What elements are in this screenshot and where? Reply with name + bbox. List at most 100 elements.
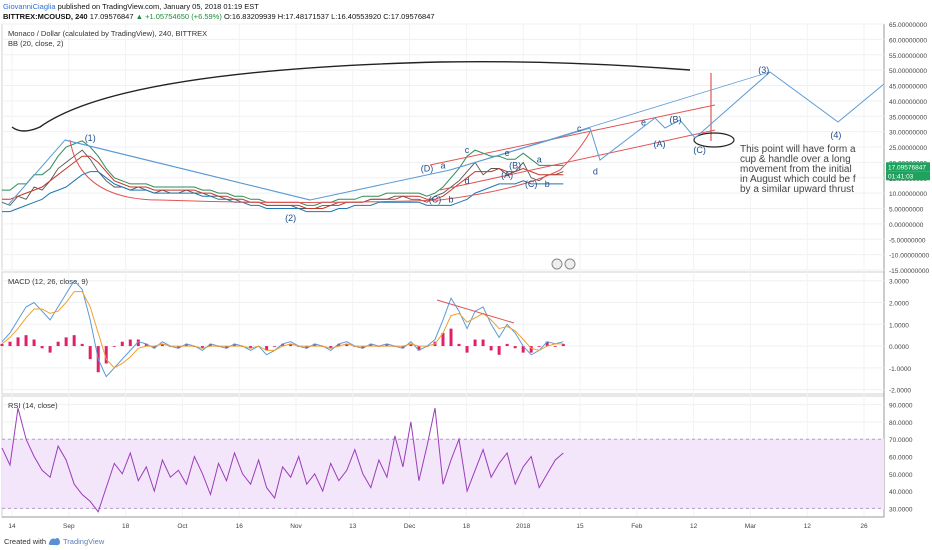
wave-label: (3) (758, 65, 769, 75)
macd-histogram-bar (160, 343, 164, 347)
wave-label: (B) (509, 161, 521, 171)
wave-label: (D) (421, 164, 434, 174)
macd-tick-label: 1.0000 (889, 322, 909, 329)
price-tick-label: 5.00000000 (889, 207, 924, 214)
us-flag-icon[interactable] (551, 258, 563, 270)
drawn-circle-marker (693, 132, 735, 148)
author-link[interactable]: GiovanniCiaglia (3, 2, 56, 11)
price-tick-label: 30.00000000 (889, 130, 927, 137)
macd-histogram-bar (64, 337, 68, 347)
rsi-tick-label: 70.0000 (889, 437, 913, 444)
macd-histogram-bar (88, 346, 92, 360)
price-tick-label: 60.00000000 (889, 37, 927, 44)
last-price-badge-label: 17.09576847 (888, 164, 926, 171)
wave-label: b (545, 179, 550, 189)
macd-histogram-bar (120, 341, 124, 347)
macd-histogram-bar (441, 333, 445, 347)
bb-indicator-label: BB (20, close, 2) (8, 39, 64, 48)
x-tick-label: Feb (631, 523, 643, 530)
macd-histogram-bar (152, 346, 156, 349)
macd-histogram-bar (361, 346, 365, 349)
macd-histogram-bar (457, 343, 461, 347)
ticker-symbol: BITTREX:MCOUSD, 240 (3, 12, 88, 21)
rsi-band (2, 439, 884, 509)
last-price: 17.09576847 (89, 12, 134, 21)
macd-histogram-bar (249, 346, 253, 349)
x-tick-label: Sep (63, 523, 75, 530)
macd-tick-label: 3.0000 (889, 279, 909, 286)
rsi-panel-title: RSI (14, close) (8, 401, 58, 410)
wave-label: c (577, 124, 582, 134)
macd-histogram-bar (24, 335, 28, 347)
price-tick-label: -5.00000000 (889, 237, 926, 244)
x-tick-label: 14 (8, 523, 16, 530)
macd-histogram-bar (56, 341, 60, 347)
x-tick-label: Nov (290, 523, 302, 530)
rsi-tick-label: 60.0000 (889, 455, 913, 462)
chart-header: GiovanniCiaglia published on TradingView… (0, 0, 932, 24)
wave-1-2-line (64, 139, 311, 201)
price-tick-label: -15.00000000 (889, 268, 930, 275)
published-text: published on TradingView.com, January 05… (57, 2, 259, 11)
x-tick-label: 16 (236, 523, 244, 530)
macd-histogram-bar (385, 343, 389, 347)
series-macd (1, 279, 564, 378)
macd-histogram-bar (80, 343, 84, 347)
macd-histogram-bar (305, 346, 309, 349)
macd-histogram-bar (128, 339, 132, 347)
x-tick-label: 13 (349, 523, 357, 530)
price-tick-label: 55.00000000 (889, 53, 927, 60)
wave-label: a (537, 154, 542, 164)
x-tick-label: 12 (690, 523, 698, 530)
macd-histogram-bar (505, 343, 509, 347)
x-tick-label: 18 (463, 523, 471, 530)
x-tick-label: 15 (576, 523, 584, 530)
wave-label: c (465, 145, 470, 155)
macd-histogram-bar (184, 343, 188, 347)
price-tick-label: 45.00000000 (889, 84, 927, 91)
series-rsi (1, 407, 564, 513)
macd-histogram-bar (521, 346, 525, 353)
event-flag-icon[interactable] (564, 258, 576, 270)
drawn-upper-trendline (429, 104, 716, 166)
macd-tick-label: 0.0000 (889, 344, 909, 351)
series-bb_lower (2, 171, 564, 213)
series-signal (1, 291, 564, 369)
price-tick-label: 65.00000000 (889, 22, 927, 29)
macd-histogram-bar (72, 335, 76, 347)
wave-label: a (440, 161, 445, 171)
macd-histogram-bar (473, 339, 477, 347)
x-tick-label: 18 (122, 523, 130, 530)
x-tick-label: Dec (404, 523, 416, 530)
countdown-badge (886, 171, 930, 181)
wave-label: (1) (85, 133, 96, 143)
macd-histogram-bar (48, 346, 52, 353)
rsi-tick-label: 80.0000 (889, 420, 913, 427)
macd-histogram-bar (313, 343, 317, 347)
drawn-lower-trendline (439, 129, 716, 191)
analysis-note-line: This point will have form a (740, 144, 856, 155)
macd-histogram-bar (233, 343, 237, 347)
macd-histogram-bar (0, 343, 4, 347)
macd-histogram-bar (265, 346, 269, 351)
price-tick-label: 0.00000000 (889, 222, 924, 229)
price-panel-title: Monaco / Dollar (calculated by TradingVi… (8, 29, 207, 38)
wave-label: (C) (429, 194, 442, 204)
x-tick-label: Oct (177, 523, 187, 530)
rsi-tick-label: 40.0000 (889, 489, 913, 496)
price-tick-label: 40.00000000 (889, 99, 927, 106)
macd-histogram-bar (481, 339, 485, 347)
macd-histogram-bar (144, 343, 148, 347)
publish-line: GiovanniCiaglia published on TradingView… (3, 2, 259, 11)
tradingview-logo-icon[interactable] (48, 535, 61, 547)
macd-histogram-bar (40, 346, 44, 349)
macd-histogram-bar (345, 343, 349, 347)
tradingview-brand[interactable]: TradingView (63, 537, 105, 546)
price-tick-label: 25.00000000 (889, 145, 927, 152)
price-tick-label: -10.00000000 (889, 253, 930, 260)
macd-histogram-bar (176, 346, 180, 349)
wave-label: d (593, 167, 598, 177)
x-tick-label: 12 (804, 523, 812, 530)
macd-divergence-line (436, 299, 515, 324)
